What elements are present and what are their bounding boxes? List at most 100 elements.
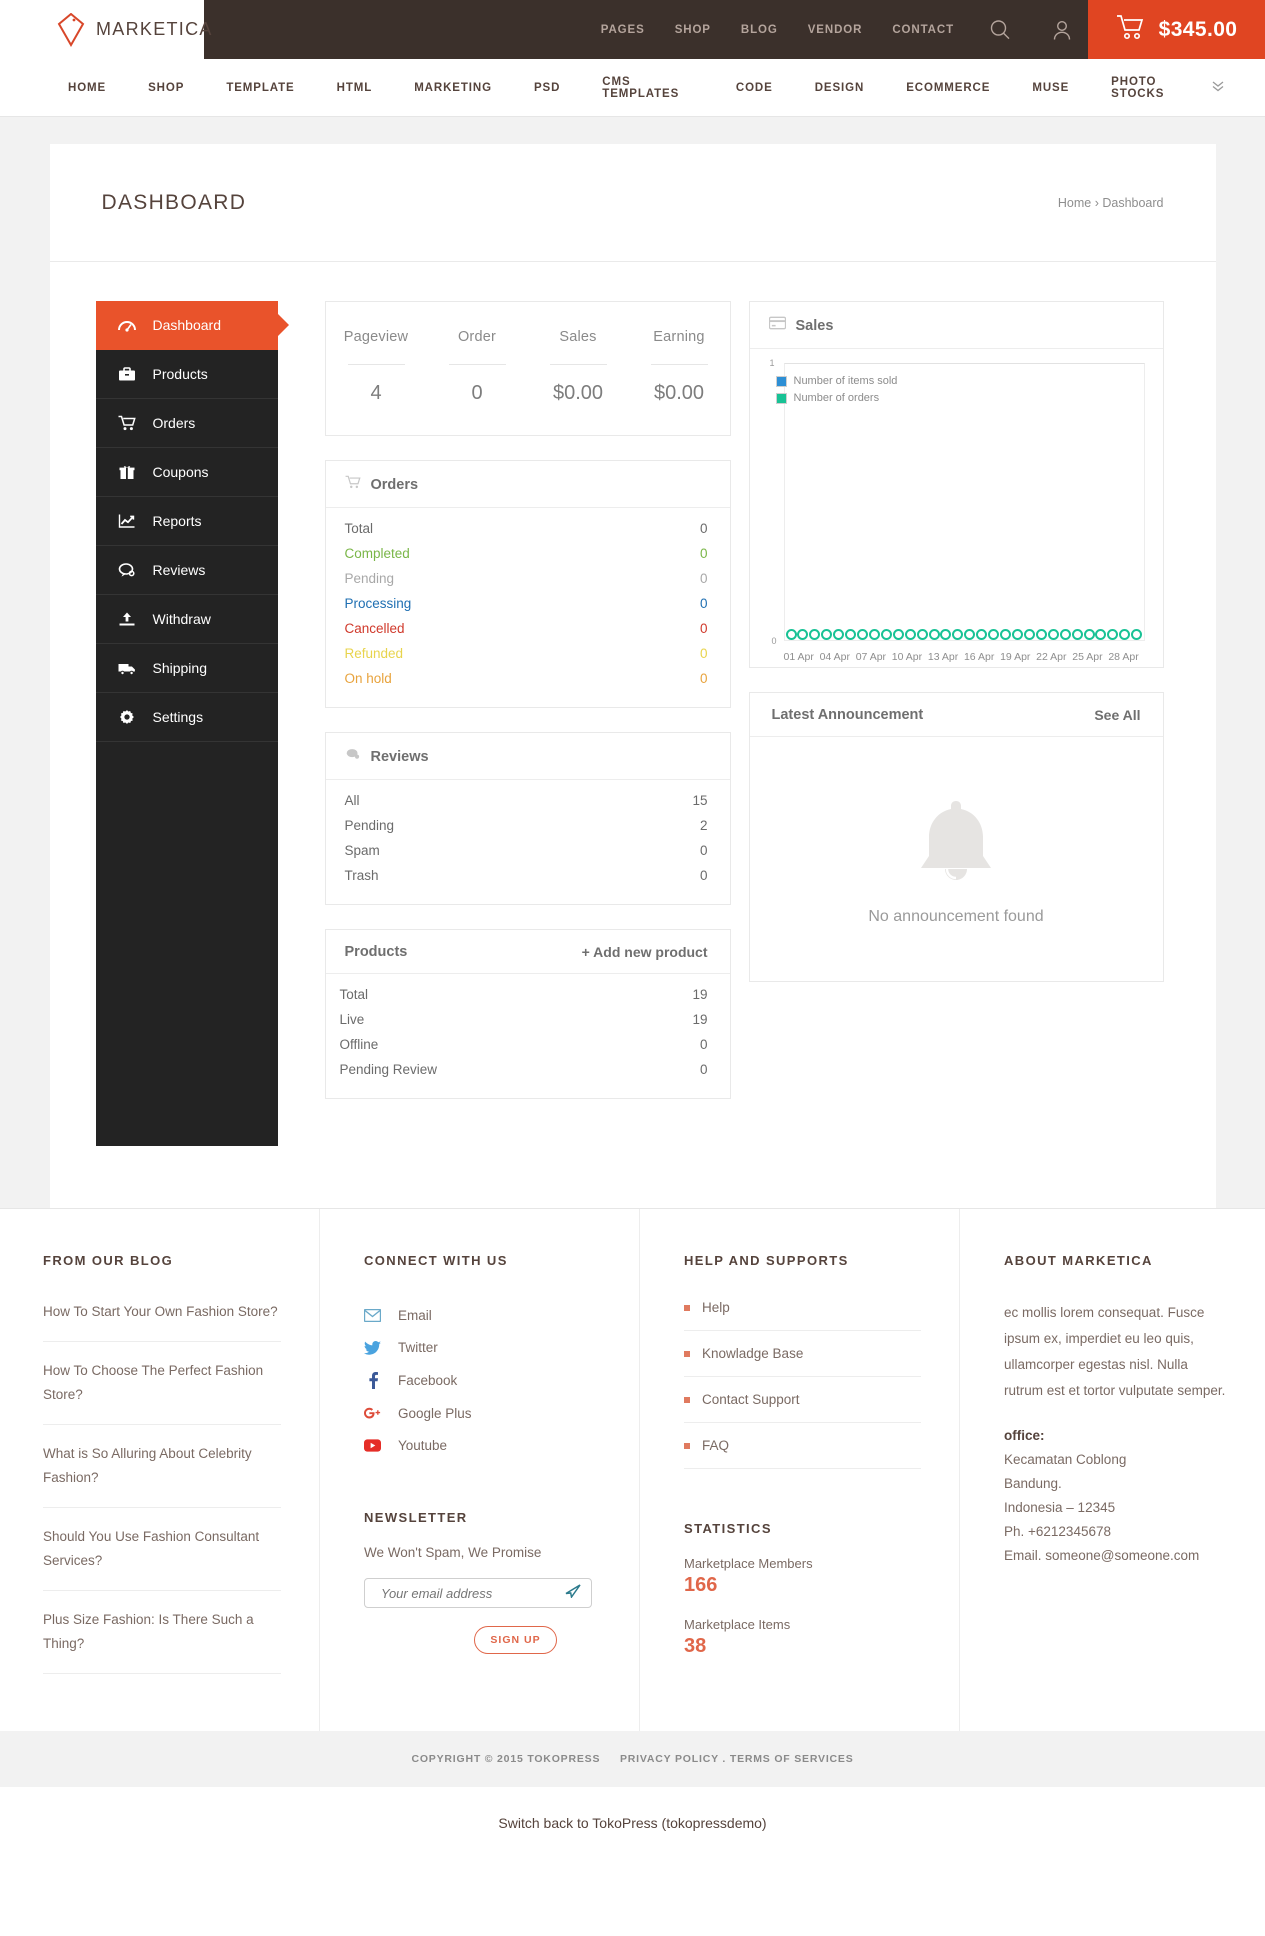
help-link-contact-support[interactable]: Contact Support (684, 1392, 921, 1423)
social-link-google-plus[interactable]: Google Plus (364, 1398, 601, 1430)
truck-icon (118, 660, 136, 676)
chart-series-orders (785, 629, 1143, 640)
see-all-button[interactable]: See All (1094, 707, 1141, 723)
paper-plane-icon[interactable] (565, 1583, 581, 1603)
sidebar-item-shipping[interactable]: Shipping (95, 644, 278, 693)
sidebar-item-reports[interactable]: Reports (95, 497, 278, 546)
blog-link[interactable]: How To Start Your Own Fashion Store? (43, 1300, 281, 1342)
main-nav-item-muse[interactable]: MUSE (1032, 81, 1070, 94)
products-panel: Products + Add new product Total 19 Live… (324, 929, 731, 1099)
legend-item-items-sold[interactable]: Number of items sold (775, 375, 898, 387)
divider (347, 364, 405, 365)
social-link-facebook[interactable]: Facebook (364, 1364, 601, 1398)
review-row-spam[interactable]: Spam 0 (345, 838, 708, 863)
top-nav-item-pages[interactable]: PAGES (600, 23, 645, 36)
newsletter-input-wrap[interactable] (364, 1578, 592, 1608)
main-nav-item-design[interactable]: DESIGN (814, 81, 865, 94)
x-tick: 22 Apr (1036, 651, 1067, 663)
main-nav-item-code[interactable]: CODE (735, 81, 773, 94)
product-row-pending-review[interactable]: Pending Review 0 (340, 1057, 708, 1082)
sidebar-label: Reviews (152, 562, 206, 578)
order-row-completed[interactable]: Completed 0 (345, 541, 708, 566)
main-nav: HOME SHOP TEMPLATE HTML MARKETING PSD CM… (0, 59, 1265, 117)
main-nav-item-html[interactable]: HTML (336, 81, 373, 94)
empty-state-text: No announcement found (868, 907, 1044, 925)
main-nav-item-cms-templates[interactable]: CMS TEMPLATES (602, 75, 680, 100)
order-row-total[interactable]: Total 0 (345, 516, 708, 541)
legal-links[interactable]: PRIVACY POLICY . TERMS OF SERVICES (619, 1753, 854, 1765)
social-link-youtube[interactable]: Youtube (364, 1430, 601, 1462)
top-nav-item-contact[interactable]: CONTACT (892, 23, 954, 36)
sidebar-item-reviews[interactable]: Reviews (95, 546, 278, 595)
switch-back-link[interactable]: Switch back to TokoPress (tokopressdemo) (498, 1815, 767, 1831)
newsletter-email-input[interactable] (381, 1585, 565, 1601)
page-header: DASHBOARD Home › Dashboard (49, 144, 1216, 262)
review-row-pending[interactable]: Pending 2 (345, 813, 708, 838)
review-row-all[interactable]: All 15 (345, 788, 708, 813)
add-new-product-button[interactable]: + Add new product (581, 944, 708, 960)
breadcrumb-home[interactable]: Home (1057, 195, 1092, 210)
blog-link[interactable]: Plus Size Fashion: Is There Such a Thing… (43, 1608, 281, 1674)
order-row-pending[interactable]: Pending 0 (345, 566, 708, 591)
upload-icon (118, 611, 136, 627)
sidebar-item-orders[interactable]: Orders (95, 399, 278, 448)
order-row-on-hold[interactable]: On hold 0 (345, 666, 708, 691)
product-row-live[interactable]: Live 19 (340, 1007, 708, 1032)
main-nav-item-home[interactable]: HOME (68, 81, 107, 94)
help-link-help[interactable]: Help (684, 1300, 921, 1331)
help-link-faq[interactable]: FAQ (684, 1438, 921, 1469)
main-nav-item-photo-stocks[interactable]: PHOTO STOCKS (1111, 75, 1165, 100)
order-row-processing[interactable]: Processing 0 (345, 591, 708, 616)
chevron-double-down-icon[interactable] (1211, 80, 1225, 95)
chart-legend: Number of items sold Number of orders (775, 375, 898, 409)
legend-item-orders[interactable]: Number of orders (775, 392, 898, 404)
logo[interactable]: MARKETICA (0, 0, 211, 59)
divider (650, 364, 708, 365)
product-row-total[interactable]: Total 19 (340, 982, 708, 1007)
x-tick: 28 Apr (1108, 651, 1139, 663)
main-nav-item-marketing[interactable]: MARKETING (414, 81, 492, 94)
y-axis-tick-max: 1 (769, 358, 775, 368)
sidebar-item-withdraw[interactable]: Withdraw (95, 595, 278, 644)
newsletter-signup-button[interactable]: SIGN UP (474, 1626, 557, 1654)
statistic-value: 166 (684, 1574, 718, 1596)
top-nav-item-blog[interactable]: BLOG (740, 23, 778, 36)
cart-button[interactable]: $345.00 (1088, 0, 1265, 59)
sidebar-item-settings[interactable]: Settings (95, 693, 278, 742)
blog-link[interactable]: Should You Use Fashion Consultant Servic… (43, 1525, 281, 1591)
chart-line-icon (118, 513, 136, 529)
help-label: Contact Support (702, 1392, 800, 1407)
blog-link[interactable]: What is So Alluring About Celebrity Fash… (43, 1442, 281, 1508)
sidebar-item-products[interactable]: Products (95, 350, 278, 399)
social-link-twitter[interactable]: Twitter (364, 1332, 601, 1364)
bullet-icon (684, 1396, 690, 1403)
main-nav-item-psd[interactable]: PSD (533, 81, 561, 94)
sidebar-item-dashboard[interactable]: Dashboard (95, 301, 278, 350)
social-label: Youtube (398, 1438, 448, 1453)
blog-link[interactable]: How To Choose The Perfect Fashion Store? (43, 1359, 281, 1425)
sales-chart[interactable]: 1 0 Number of items sold Number (750, 349, 1163, 667)
row-label: Cancelled (344, 621, 405, 636)
main-nav-item-template[interactable]: TEMPLATE (226, 81, 295, 94)
data-point (845, 629, 857, 640)
help-link-knowledge-base[interactable]: Knowladge Base (684, 1346, 921, 1377)
review-row-trash[interactable]: Trash 0 (345, 863, 708, 888)
chart-x-axis: 01 Apr 04 Apr 07 Apr 10 Apr 13 Apr 16 Ap… (784, 651, 1145, 663)
top-nav-item-shop[interactable]: SHOP (674, 23, 711, 36)
order-row-cancelled[interactable]: Cancelled 0 (345, 616, 708, 641)
legend-label: Number of items sold (793, 375, 898, 387)
orders-panel: Orders Total 0 Completed 0 Pen (324, 460, 731, 708)
main-nav-item-ecommerce[interactable]: ECOMMERCE (906, 81, 991, 94)
sidebar-label: Orders (152, 415, 196, 431)
top-nav-item-vendor[interactable]: VENDOR (807, 23, 863, 36)
dashboard-middle-column: Pageview 4 Order 0 Sales $0.00 (324, 301, 731, 1123)
search-icon[interactable] (984, 19, 1016, 41)
data-point (1095, 629, 1107, 640)
row-value: 0 (699, 843, 708, 858)
product-row-offline[interactable]: Offline 0 (340, 1032, 708, 1057)
main-nav-item-shop[interactable]: SHOP (148, 81, 185, 94)
sidebar-item-coupons[interactable]: Coupons (95, 448, 278, 497)
order-row-refunded[interactable]: Refunded 0 (345, 641, 708, 666)
user-icon[interactable] (1046, 19, 1078, 41)
social-link-email[interactable]: Email (364, 1300, 601, 1332)
